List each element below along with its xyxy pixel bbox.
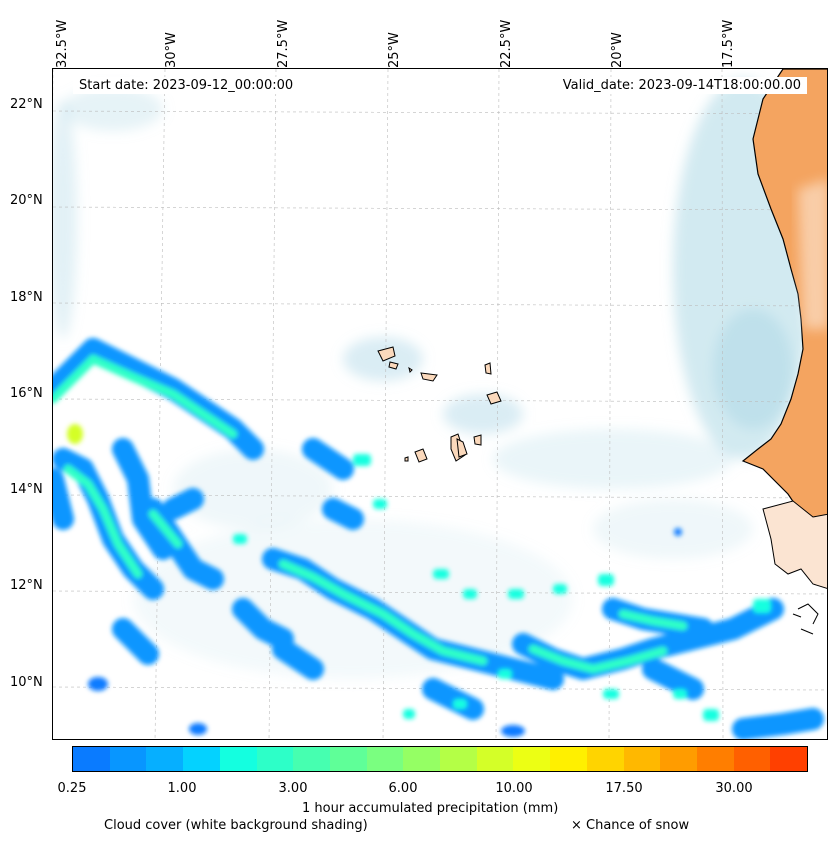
colorbar-tick-17-50: 17.50 [605, 781, 643, 796]
land-white-haze [798, 179, 827, 329]
colorbar-segment-7 [329, 747, 367, 771]
colorbar-segment-6 [293, 747, 330, 771]
lat-label-18n: 18°N [10, 290, 43, 305]
colorbar-tick-30-00: 30.00 [715, 781, 753, 796]
colorbar-segment-0 [73, 747, 110, 771]
colorbar-segment-3 [183, 747, 220, 771]
colorbar-tick-0-25: 0.25 [57, 781, 87, 796]
colorbar-segment-12 [513, 747, 551, 771]
colorbar-segment-13 [550, 747, 587, 771]
valid-date-label: Valid_date: 2023-09-14T18:00:00.00 [556, 77, 807, 94]
cape-verde-islands [377, 346, 502, 463]
colorbar-segment-8 [366, 747, 404, 771]
lon-label-17-5w: 17.5°W [721, 19, 736, 68]
colorbar-segment-10 [440, 747, 477, 771]
colorbar-segment-5 [256, 747, 294, 771]
colorbar-segment-19 [770, 747, 808, 771]
lon-label-25w: 25°W [387, 32, 402, 68]
lat-label-20n: 20°N [10, 193, 43, 208]
coast-detail [792, 603, 819, 635]
colorbar-segment-9 [403, 747, 441, 771]
cloud-cover-legend: Cloud cover (white background shading) [104, 818, 368, 833]
start-date-label: Start date: 2023-09-12_00:00:00 [73, 77, 300, 94]
colorbar-segment-17 [696, 747, 734, 771]
lon-label-20w: 20°W [610, 32, 625, 68]
map-canvas [53, 69, 827, 739]
colorbar [72, 746, 808, 772]
lon-label-22-5w: 22.5°W [499, 19, 514, 68]
lon-label-32-5w: 32.5°W [55, 19, 70, 68]
colorbar-segment-15 [623, 747, 661, 771]
lat-label-14n: 14°N [10, 482, 43, 497]
colorbar-segment-11 [476, 747, 514, 771]
lat-label-10n: 10°N [10, 675, 43, 690]
colorbar-tick-1-00: 1.00 [167, 781, 197, 796]
colorbar-tick-3-00: 3.00 [278, 781, 308, 796]
lat-label-16n: 16°N [10, 386, 43, 401]
colorbar-segment-1 [109, 747, 147, 771]
lon-label-27-5w: 27.5°W [276, 19, 291, 68]
colorbar-tick-6-00: 6.00 [388, 781, 418, 796]
colorbar-segment-18 [733, 747, 771, 771]
colorbar-segment-4 [219, 747, 257, 771]
colorbar-segment-14 [586, 747, 624, 771]
colorbar-segment-16 [660, 747, 697, 771]
colorbar-title: 1 hour accumulated precipitation (mm) [302, 801, 559, 816]
senegal-coast [762, 500, 827, 589]
snow-legend: × Chance of snow [571, 818, 690, 833]
lat-label-12n: 12°N [10, 578, 43, 593]
lat-label-22n: 22°N [10, 97, 43, 112]
lon-label-30w: 30°W [164, 32, 179, 68]
precipitation-field [53, 338, 824, 739]
colorbar-tick-10-00: 10.00 [495, 781, 533, 796]
colorbar-segment-2 [146, 747, 184, 771]
map-panel[interactable]: Start date: 2023-09-12_00:00:00 Valid_da… [52, 68, 828, 740]
